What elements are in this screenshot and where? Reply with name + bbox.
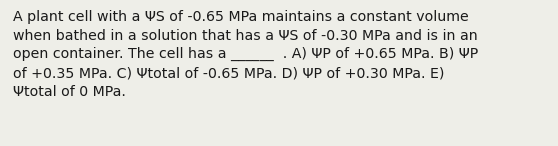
Text: A plant cell with a ΨS of -0.65 MPa maintains a constant volume
when bathed in a: A plant cell with a ΨS of -0.65 MPa main… <box>13 10 478 99</box>
